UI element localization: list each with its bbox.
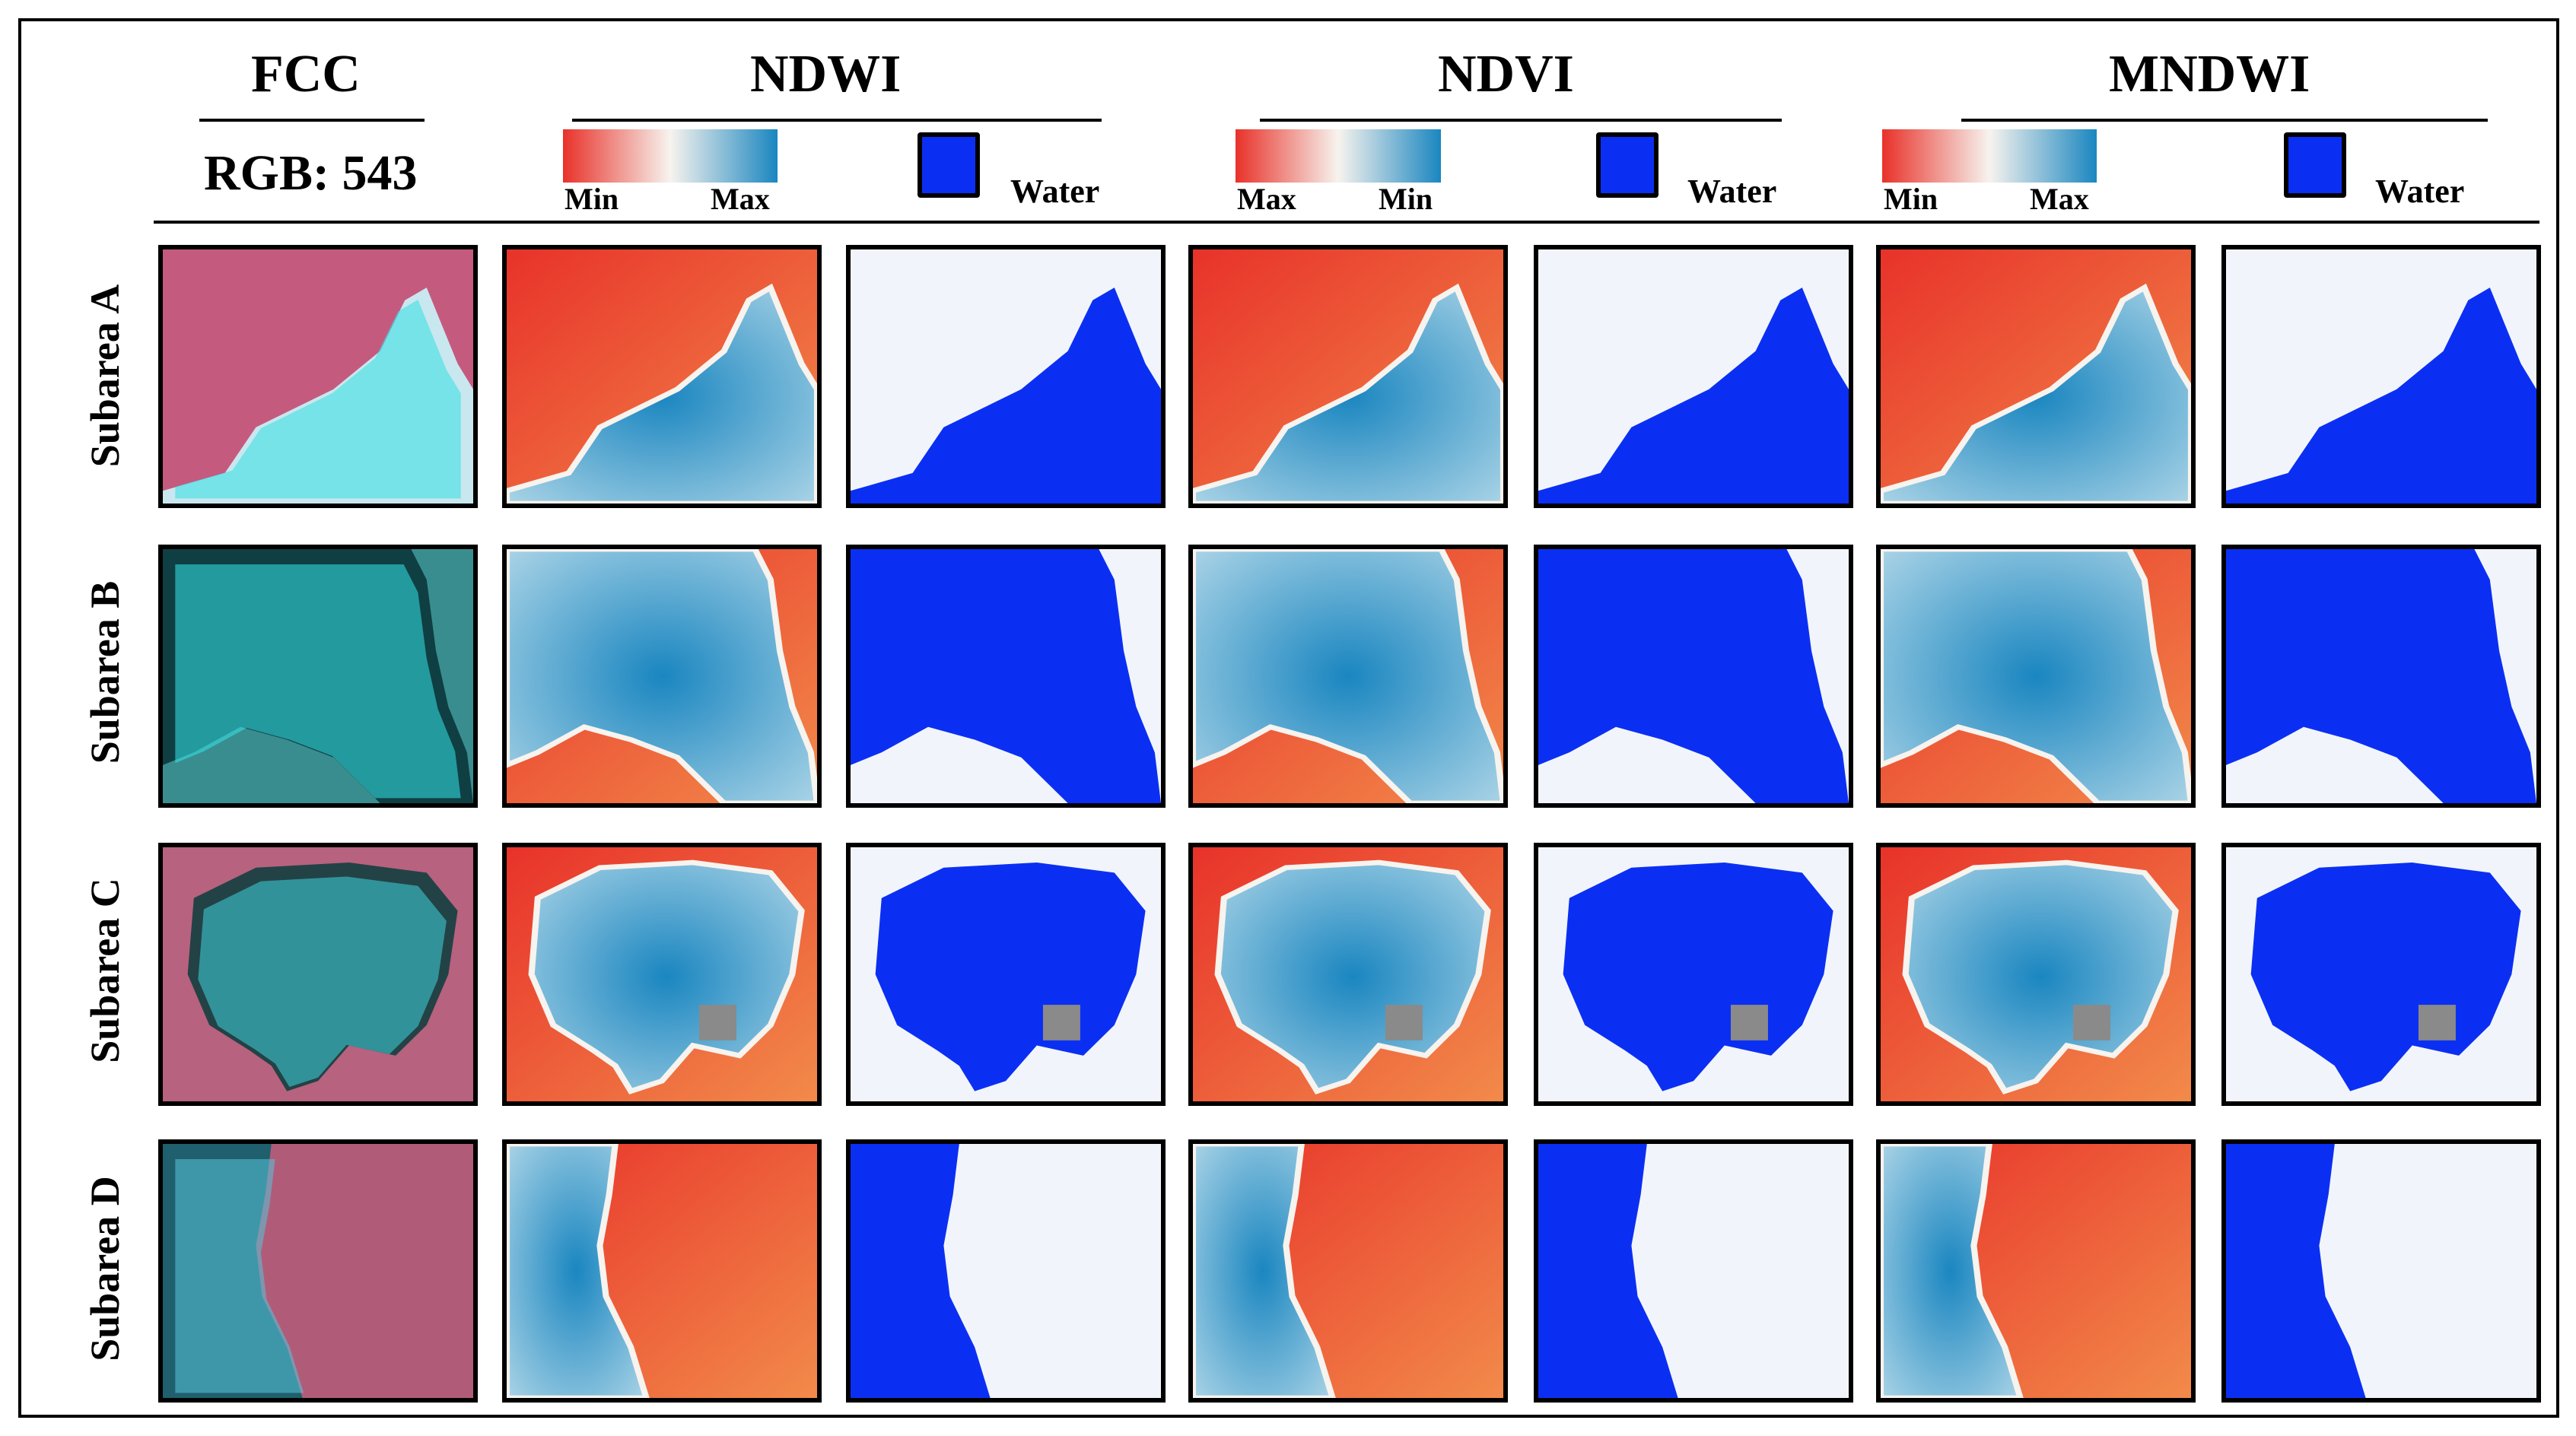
ndwi-water-label: Water xyxy=(1010,173,1100,210)
ndwi-underline xyxy=(572,119,1102,122)
tile-d-mndwi-index xyxy=(1876,1139,2196,1403)
tile-d-mndwi-water xyxy=(2221,1139,2541,1403)
mndwi-water-label: Water xyxy=(2375,173,2465,210)
tile-b-mndwi-index xyxy=(1876,545,2196,808)
ndwi-water-swatch xyxy=(918,132,980,198)
fcc-title: FCC xyxy=(251,45,361,103)
ndvi-water-swatch xyxy=(1596,132,1658,198)
tile-d-ndwi-index xyxy=(502,1139,822,1403)
ndvi-colorbar xyxy=(1236,129,1441,183)
figure-frame xyxy=(18,18,2559,1418)
ndvi-colorbar-right: Min xyxy=(1379,182,1433,216)
header-rule xyxy=(154,221,2539,224)
row-label-c: Subarea C xyxy=(82,878,128,1063)
tile-b-ndvi-index xyxy=(1188,545,1508,808)
tile-a-mndwi-water xyxy=(2221,245,2541,508)
tile-a-ndwi-index xyxy=(502,245,822,508)
tile-d-ndvi-water xyxy=(1534,1139,1853,1403)
tile-d-ndvi-index xyxy=(1188,1139,1508,1403)
tile-b-mndwi-water xyxy=(2221,545,2541,808)
row-label-b: Subarea B xyxy=(82,580,128,764)
tile-c-ndwi-index xyxy=(502,843,822,1106)
mndwi-colorbar xyxy=(1882,129,2097,183)
tile-c-ndvi-index xyxy=(1188,843,1508,1106)
ndvi-water-label: Water xyxy=(1687,173,1777,210)
tile-a-mndwi-index xyxy=(1876,245,2196,508)
mndwi-title: MNDWI xyxy=(2109,45,2310,103)
row-label-a: Subarea A xyxy=(82,284,128,468)
mndwi-underline xyxy=(1961,119,2488,122)
ndvi-underline xyxy=(1260,119,1782,122)
mndwi-colorbar-right: Max xyxy=(2030,182,2089,216)
ndvi-colorbar-left: Max xyxy=(1237,182,1296,216)
tile-c-ndwi-water xyxy=(846,843,1166,1106)
tile-b-ndwi-index xyxy=(502,545,822,808)
ndwi-colorbar-right: Max xyxy=(711,182,770,216)
mndwi-colorbar-left: Min xyxy=(1884,182,1938,216)
mndwi-water-swatch xyxy=(2284,132,2346,198)
tile-c-fcc xyxy=(158,843,478,1106)
tile-a-ndwi-water xyxy=(846,245,1166,508)
ndvi-title: NDVI xyxy=(1438,45,1574,103)
tile-b-ndvi-water xyxy=(1534,545,1853,808)
fcc-subtitle: RGB: 543 xyxy=(204,145,418,201)
ndwi-title: NDWI xyxy=(750,45,902,103)
tile-d-ndwi-water xyxy=(846,1139,1166,1403)
ndwi-colorbar xyxy=(563,129,778,183)
tile-c-mndwi-water xyxy=(2221,843,2541,1106)
tile-d-fcc xyxy=(158,1139,478,1403)
tile-a-ndvi-water xyxy=(1534,245,1853,508)
row-label-d: Subarea D xyxy=(82,1176,128,1361)
tile-b-ndwi-water xyxy=(846,545,1166,808)
tile-b-fcc xyxy=(158,545,478,808)
tile-a-ndvi-index xyxy=(1188,245,1508,508)
ndwi-colorbar-left: Min xyxy=(564,182,619,216)
fcc-underline xyxy=(199,119,425,122)
tile-a-fcc xyxy=(158,245,478,508)
tile-c-ndvi-water xyxy=(1534,843,1853,1106)
tile-c-mndwi-index xyxy=(1876,843,2196,1106)
